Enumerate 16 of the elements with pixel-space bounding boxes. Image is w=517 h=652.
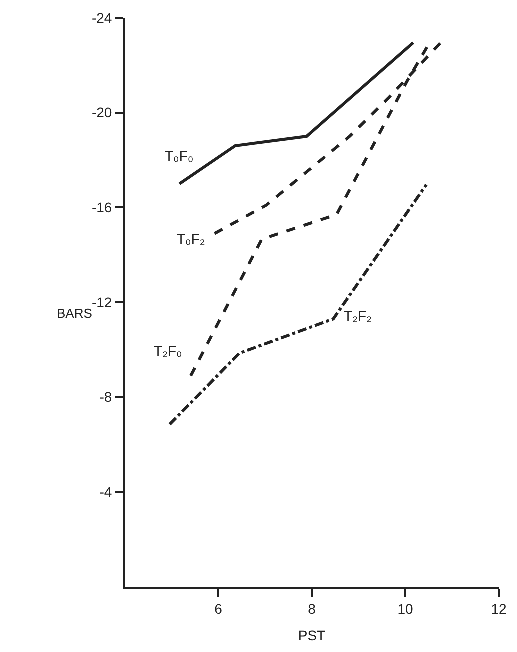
y-tick-label: -20: [92, 104, 112, 121]
y-tick-label: -24: [92, 10, 112, 26]
y-tick-label: -4: [100, 484, 112, 500]
y-tick-label: -16: [92, 200, 112, 216]
series-label: T₂F₀: [154, 343, 183, 359]
y-tick-label: -12: [92, 294, 112, 310]
x-axis-title: PST: [298, 628, 326, 644]
series-label: T₀F₂: [177, 231, 206, 247]
x-tick-label: 10: [398, 600, 414, 617]
x-tick-label: 12: [491, 600, 507, 617]
y-tick-label: -8: [100, 389, 112, 406]
x-tick-label: 8: [308, 600, 316, 617]
series-label: T₀F₀: [165, 148, 194, 164]
y-axis-title: BARS: [57, 306, 93, 321]
x-tick-label: 6: [214, 600, 223, 617]
series-label: T₂F₂: [344, 308, 372, 324]
